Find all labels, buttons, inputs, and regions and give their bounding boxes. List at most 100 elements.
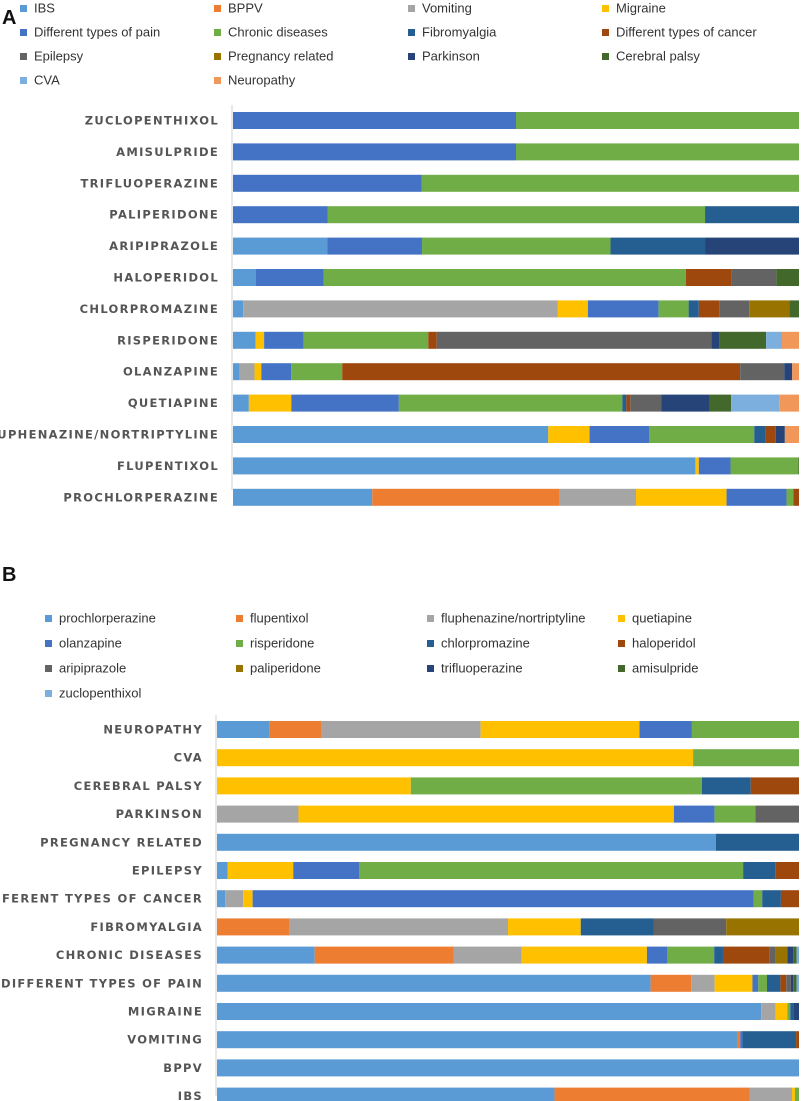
- bar-segment-parkinson: [711, 331, 720, 349]
- bar-segment-migraine: [557, 300, 588, 318]
- legend-item-b-zuclopenthixol: zuclopenthixol: [45, 686, 141, 701]
- bar-segment-fluphenazine-nortriptyline: [761, 1003, 776, 1020]
- legend-swatch: [602, 29, 609, 36]
- legend-item-b-olanzapine: olanzapine: [45, 636, 122, 651]
- bar-a-risperidone: [233, 331, 799, 349]
- bar-segment-vomiting: [243, 300, 558, 318]
- bar-segment-quetiapine: [521, 946, 647, 964]
- legend-item-a-different-types-of-cancer: Different types of cancer: [602, 25, 757, 40]
- bar-segment-different-types-of-cancer: [342, 363, 741, 381]
- bar-segment-haloperidol: [780, 974, 787, 992]
- bar-segment-prochlorperazine: [217, 833, 716, 851]
- legend-swatch: [618, 640, 625, 647]
- bar-segment-different-types-of-pain: [589, 426, 650, 443]
- category-label-b-neuropathy: NEUROPATHY: [103, 723, 203, 737]
- bar-segment-quetiapine: [217, 777, 411, 795]
- category-label-a-aripiprazole: ARIPIPRAZOLE: [109, 239, 219, 253]
- panel-b-label: B: [2, 564, 16, 586]
- bar-b-parkinson: [217, 805, 799, 823]
- bar-segment-fluphenazine-nortriptyline: [225, 890, 244, 908]
- legend-item-a-migraine: Migraine: [602, 1, 666, 16]
- bar-segment-different-types-of-pain: [233, 206, 328, 224]
- category-label-b-ibs: IBS: [178, 1089, 203, 1101]
- bar-segment-cerebral-palsy: [719, 331, 767, 349]
- bar-segment-quetiapine: [508, 918, 581, 936]
- bar-a-prochlorperazine: [233, 488, 799, 506]
- bar-segment-neuropathy: [779, 394, 799, 412]
- bar-segment-different-types-of-cancer: [685, 269, 732, 286]
- bar-a-fluphenazine-nortriptyline: [233, 426, 799, 443]
- bar-b-ibs: [217, 1087, 799, 1101]
- legend-label: Cerebral palsy: [616, 49, 700, 64]
- bar-segment-different-types-of-pain: [291, 394, 399, 412]
- legend-label: Parkinson: [422, 49, 480, 64]
- bar-segment-ibs: [233, 457, 696, 475]
- bar-segment-different-types-of-cancer: [698, 300, 720, 318]
- category-label-b-parkinson: PARKINSON: [116, 807, 203, 821]
- bar-segment-quetiapine: [217, 749, 694, 767]
- bar-segment-olanzapine: [293, 862, 360, 879]
- bar-segment-parkinson: [661, 394, 710, 412]
- bar-segment-fluphenazine-nortriptyline: [453, 946, 522, 964]
- bar-segment-different-types-of-cancer: [793, 488, 799, 506]
- bar-segment-trifluoperazine: [787, 946, 794, 964]
- bar-segment-quetiapine: [775, 1003, 788, 1020]
- bar-segment-different-types-of-pain: [233, 143, 516, 161]
- bar-segment-chronic-diseases: [398, 394, 623, 412]
- legend-label: Fibromyalgia: [422, 25, 497, 40]
- bar-segment-risperidone: [753, 890, 763, 908]
- bar-segment-olanzapine: [646, 946, 668, 964]
- legend-label: chlorpromazine: [441, 636, 530, 651]
- bar-segment-epilepsy: [740, 363, 785, 381]
- bar-b-different-types-of-cancer: [217, 890, 799, 908]
- category-label-a-chlorpromazine: CHLORPROMAZINE: [80, 302, 219, 316]
- category-label-b-bppv: BPPV: [163, 1061, 203, 1075]
- legend-swatch: [427, 665, 434, 672]
- bar-b-cerebral-palsy: [217, 777, 799, 795]
- category-label-b-cva: CVA: [174, 751, 203, 765]
- bar-segment-neuropathy: [782, 331, 799, 349]
- bar-segment-different-types-of-cancer: [626, 394, 631, 412]
- legend-swatch: [408, 5, 415, 12]
- legend-swatch: [427, 615, 434, 622]
- bar-segment-olanzapine: [673, 805, 715, 823]
- category-label-a-haloperidol: HALOPERIDOL: [113, 271, 219, 285]
- category-label-a-paliperidone: PALIPERIDONE: [109, 208, 219, 222]
- bar-segment-cerebral-palsy: [776, 269, 799, 286]
- bar-segment-quetiapine: [792, 1087, 795, 1101]
- bar-segment-risperidone: [359, 862, 744, 879]
- bar-segment-prochlorperazine: [217, 721, 270, 738]
- bar-segment-aripiprazole: [769, 946, 776, 964]
- bar-segment-trifluoperazine: [790, 974, 794, 992]
- bar-segment-migraine: [548, 426, 590, 443]
- bar-segment-fibromyalgia: [688, 300, 699, 318]
- panel-a-label: A: [2, 7, 16, 29]
- legend-swatch: [214, 5, 221, 12]
- category-label-b-fibromyalgia: FIBROMYALGIA: [90, 920, 203, 934]
- legend-label: paliperidone: [250, 661, 321, 676]
- bar-b-different-types-of-pain: [217, 974, 799, 992]
- bar-b-vomiting: [217, 1031, 799, 1049]
- bar-segment-risperidone: [693, 749, 799, 767]
- legend-swatch: [45, 665, 52, 672]
- legend-label: Epilepsy: [34, 49, 84, 64]
- legend-label: flupentixol: [250, 611, 309, 626]
- bar-segment-flupentixol: [650, 974, 692, 992]
- legend-item-a-fibromyalgia: Fibromyalgia: [408, 25, 497, 40]
- bar-segment-different-types-of-cancer: [428, 331, 437, 349]
- bar-segment-haloperidol: [750, 777, 799, 795]
- bar-segment-flupentixol: [217, 918, 290, 936]
- bar-b-chronic-diseases: [217, 946, 799, 964]
- bar-segment-prochlorperazine: [217, 1087, 555, 1101]
- bar-segment-prochlorperazine: [217, 974, 651, 992]
- bar-segment-prochlorperazine: [217, 862, 228, 879]
- panel-a: IBS BPPV Vomiting Migraine Different types o…: [0, 1, 799, 506]
- bar-segment-different-types-of-pain: [261, 363, 292, 381]
- bar-segment-quetiapine: [714, 974, 753, 992]
- bar-segment-fibromyalgia: [754, 426, 766, 443]
- legend-swatch: [408, 29, 415, 36]
- legend-item-b-trifluoperazine: trifluoperazine: [427, 661, 523, 676]
- bar-segment-risperidone: [410, 777, 702, 795]
- bar-segment-fluphenazine-nortriptyline: [749, 1087, 793, 1101]
